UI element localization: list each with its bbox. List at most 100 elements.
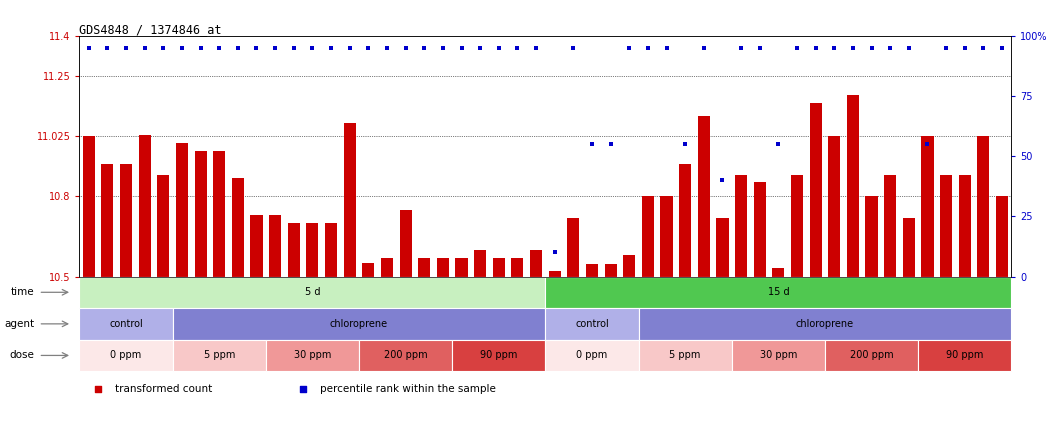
Point	[584, 141, 600, 148]
Point	[696, 44, 713, 51]
Point	[844, 44, 861, 51]
Bar	[716, 218, 729, 277]
Bar	[958, 175, 971, 277]
Bar	[902, 218, 915, 277]
Text: 200 ppm: 200 ppm	[849, 350, 894, 360]
Bar	[921, 136, 934, 277]
Bar	[679, 164, 692, 277]
Point	[751, 44, 768, 51]
Text: control: control	[109, 319, 143, 329]
Text: 0 ppm: 0 ppm	[110, 350, 142, 360]
Bar	[492, 258, 505, 277]
Bar	[120, 164, 132, 277]
Text: 5 ppm: 5 ppm	[203, 350, 235, 360]
Text: chloroprene: chloroprene	[796, 319, 854, 329]
Bar	[343, 123, 356, 277]
Bar	[586, 264, 598, 277]
Point	[174, 44, 191, 51]
Point	[230, 44, 247, 51]
Text: 30 ppm: 30 ppm	[759, 350, 797, 360]
Point	[937, 44, 954, 51]
Point	[341, 44, 358, 51]
Bar	[639, 340, 732, 371]
Bar	[359, 340, 452, 371]
Text: dose: dose	[10, 350, 35, 360]
Text: 30 ppm: 30 ppm	[293, 350, 331, 360]
Bar	[735, 175, 748, 277]
Bar	[754, 181, 766, 277]
Text: agent: agent	[4, 319, 35, 329]
Point	[378, 44, 395, 51]
Point	[397, 44, 414, 51]
Text: chloroprene: chloroprene	[330, 319, 388, 329]
Bar	[418, 258, 430, 277]
Bar	[511, 258, 523, 277]
Bar	[847, 95, 859, 277]
Bar	[623, 255, 635, 277]
Bar	[79, 308, 173, 340]
Point	[248, 44, 265, 51]
Bar	[83, 136, 95, 277]
Point	[826, 44, 843, 51]
Text: time: time	[11, 287, 35, 297]
Point	[155, 44, 172, 51]
Bar	[173, 308, 545, 340]
Point	[564, 44, 581, 51]
Point	[882, 44, 899, 51]
Point	[80, 44, 97, 51]
Bar	[530, 250, 542, 277]
Point	[192, 44, 209, 51]
Point	[490, 44, 507, 51]
Bar	[266, 340, 359, 371]
Bar	[545, 340, 639, 371]
Bar	[828, 136, 841, 277]
Point	[603, 141, 620, 148]
Point	[304, 44, 321, 51]
Point	[919, 141, 936, 148]
Point	[285, 44, 302, 51]
Point	[807, 44, 824, 51]
Bar	[139, 135, 150, 277]
Bar	[809, 103, 822, 277]
Point	[900, 44, 917, 51]
Bar	[452, 340, 545, 371]
Bar	[605, 264, 616, 277]
Bar	[176, 143, 189, 277]
Bar	[455, 258, 468, 277]
Point	[677, 141, 694, 148]
Text: 200 ppm: 200 ppm	[383, 350, 428, 360]
Bar	[940, 175, 952, 277]
Text: 90 ppm: 90 ppm	[946, 350, 984, 360]
Point	[621, 44, 638, 51]
Bar	[79, 340, 173, 371]
Point	[640, 44, 657, 51]
Bar	[399, 210, 412, 277]
Bar	[157, 175, 169, 277]
Point	[118, 44, 134, 51]
Bar	[918, 340, 1011, 371]
Text: GDS4848 / 1374846_at: GDS4848 / 1374846_at	[79, 23, 222, 36]
Point	[527, 44, 544, 51]
Bar	[568, 218, 579, 277]
Point	[98, 44, 115, 51]
Bar	[325, 223, 337, 277]
Text: 5 ppm: 5 ppm	[669, 350, 701, 360]
Bar	[232, 178, 244, 277]
Point	[770, 141, 787, 148]
Text: transformed count: transformed count	[114, 384, 212, 394]
Bar	[545, 277, 1011, 308]
Bar	[825, 340, 918, 371]
Point	[975, 44, 992, 51]
Point	[509, 44, 526, 51]
Bar	[195, 151, 207, 277]
Point	[267, 44, 284, 51]
Point	[733, 44, 750, 51]
Bar	[213, 151, 226, 277]
Point	[714, 177, 731, 184]
Bar	[102, 164, 113, 277]
Bar	[288, 223, 300, 277]
Bar	[173, 340, 266, 371]
Bar	[545, 308, 639, 340]
Point	[993, 44, 1010, 51]
Bar	[884, 175, 896, 277]
